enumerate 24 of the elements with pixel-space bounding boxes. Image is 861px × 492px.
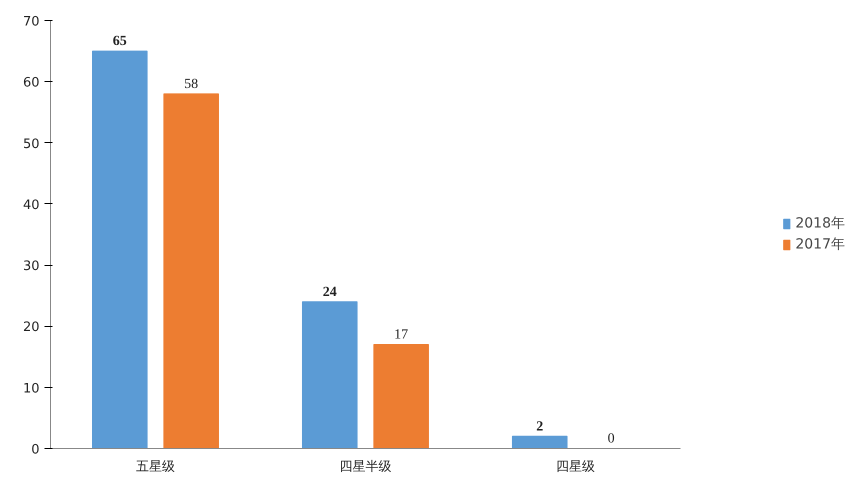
legend-label: 2018年 [795,214,845,232]
data-label: 65 [112,34,127,50]
x-tick-label: 四星半级 [339,460,392,474]
y-tick-label: 70 [22,14,40,30]
bar [302,301,358,448]
y-tick-label: 40 [22,198,40,213]
y-tick-label: 10 [22,381,40,396]
y-tick-label: 20 [22,320,40,336]
y-tick-label: 60 [22,76,40,91]
data-label: 17 [394,328,408,343]
y-tick-label: 0 [31,442,40,458]
data-label: 0 [608,432,615,446]
data-label: 2 [536,419,544,434]
bar [512,436,568,448]
data-label: 24 [322,284,337,300]
bar [163,93,219,448]
x-tick-label: 四星级 [556,460,595,474]
legend-label: 2017年 [795,236,845,254]
x-tick-label: 五星级 [136,460,175,474]
bar [373,344,429,448]
bar [92,50,148,448]
data-label: 58 [184,76,198,92]
y-tick-label: 30 [22,259,40,274]
y-tick-label: 50 [22,136,40,152]
